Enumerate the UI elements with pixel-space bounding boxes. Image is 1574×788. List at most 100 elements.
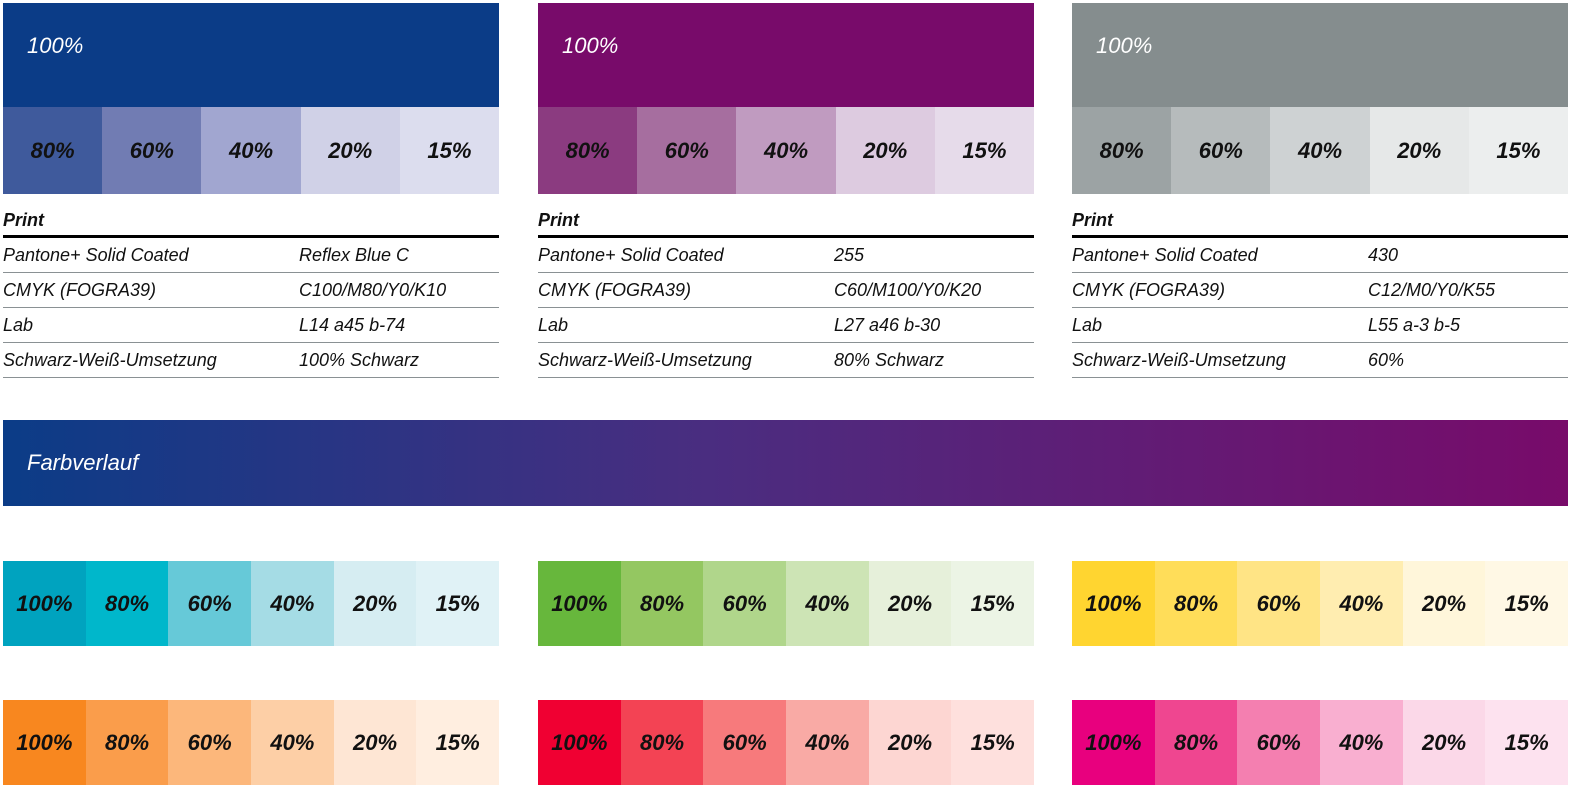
- tint-swatch: 40%: [1270, 107, 1370, 194]
- tint-swatch: 60%: [1171, 107, 1271, 194]
- spec-row: Lab L55 a-3 b-5: [1072, 308, 1568, 343]
- swatch-row-pink: 100% 80% 60% 40% 20% 15%: [1072, 700, 1569, 785]
- tint-swatch: 15%: [934, 107, 1035, 194]
- spec-row: Pantone+ Solid Coated 430: [1072, 238, 1568, 273]
- tint-swatch: 15%: [951, 700, 1035, 785]
- tint-swatch: 80%: [1154, 700, 1238, 785]
- spec-row: Lab L14 a45 b-74: [3, 308, 499, 343]
- print-heading: Print: [3, 210, 499, 238]
- swatch-label: 100%: [1096, 33, 1153, 58]
- main-swatch: 100%: [538, 3, 1034, 107]
- tint-swatch: 40%: [786, 561, 869, 646]
- tint-swatch: 80%: [620, 700, 704, 785]
- tint-swatch: 40%: [1320, 561, 1403, 646]
- tint-swatch: 40%: [736, 107, 836, 194]
- tint-swatch: 20%: [1402, 561, 1486, 646]
- tint-swatch: 15%: [1485, 700, 1569, 785]
- tint-swatch: 20%: [1402, 700, 1486, 785]
- spec-label: Pantone+ Solid Coated: [538, 244, 724, 265]
- spec-label: Schwarz-Weiß-Umsetzung: [3, 349, 217, 370]
- tint-swatch: 100%: [538, 700, 621, 785]
- tint-swatch: 20%: [868, 561, 952, 646]
- main-swatch: 100%: [1072, 3, 1568, 107]
- color-block-blue: 100% 80% 60% 40% 20% 15% Print Pantone+ Solid C…: [3, 3, 500, 378]
- spec-value: 60%: [1368, 349, 1405, 370]
- tint-swatch: 100%: [1072, 561, 1155, 646]
- swatch-row-orange: 100% 80% 60% 40% 20% 15%: [3, 700, 500, 785]
- tint-swatch: 40%: [786, 700, 869, 785]
- spec-label: CMYK (FOGRA39): [1072, 279, 1226, 300]
- tint-swatch: 20%: [835, 107, 935, 194]
- tint-swatch: 15%: [1468, 107, 1569, 194]
- spec-label: Schwarz-Weiß-Umsetzung: [538, 349, 752, 370]
- tint-swatch: 60%: [168, 700, 252, 785]
- tint-swatch: 80%: [538, 107, 638, 194]
- swatch-label: 100%: [27, 33, 84, 58]
- tint-swatch: 80%: [3, 107, 103, 194]
- tint-swatch: 80%: [85, 700, 169, 785]
- swatch-row-green: 100% 80% 60% 40% 20% 15%: [538, 561, 1035, 646]
- tint-swatch: 15%: [951, 561, 1035, 646]
- spec-row: CMYK (FOGRA39) C60/M100/Y0/K20: [538, 273, 1034, 308]
- tint-swatch: 60%: [1237, 561, 1321, 646]
- spec-row: CMYK (FOGRA39) C100/M80/Y0/K10: [3, 273, 499, 308]
- spec-label: Lab: [1072, 314, 1103, 335]
- tint-swatch: 80%: [620, 561, 704, 646]
- tint-swatch: 15%: [1485, 561, 1569, 646]
- spec-row: Lab L27 a46 b-30: [538, 308, 1034, 343]
- tint-swatch: 20%: [333, 700, 417, 785]
- swatch-row-red: 100% 80% 60% 40% 20% 15%: [538, 700, 1035, 785]
- spec-row: Schwarz-Weiß-Umsetzung 100% Schwarz: [3, 343, 499, 378]
- color-block-gray: 100% 80% 60% 40% 20% 15% Print Pantone+ Solid C…: [1072, 3, 1569, 378]
- spec-label: Schwarz-Weiß-Umsetzung: [1072, 349, 1286, 370]
- spec-label: CMYK (FOGRA39): [538, 279, 692, 300]
- tint-swatch: 20%: [333, 561, 417, 646]
- tint-swatch: 60%: [168, 561, 252, 646]
- spec-label: Pantone+ Solid Coated: [1072, 244, 1258, 265]
- spec-value: 80% Schwarz: [834, 349, 945, 370]
- spec-label: Lab: [3, 314, 34, 335]
- spec-row: Schwarz-Weiß-Umsetzung 60%: [1072, 343, 1568, 378]
- main-swatch: 100%: [3, 3, 499, 107]
- print-heading: Print: [538, 210, 1034, 238]
- spec-value: C100/M80/Y0/K10: [299, 279, 447, 300]
- spec-value: 100% Schwarz: [299, 349, 420, 370]
- spec-row: Pantone+ Solid Coated 255: [538, 238, 1034, 273]
- spec-value: L55 a-3 b-5: [1368, 314, 1461, 335]
- swatch-label: 100%: [562, 33, 619, 58]
- tint-swatch: 60%: [1237, 700, 1321, 785]
- tint-swatch: 80%: [1154, 561, 1238, 646]
- spec-row: Schwarz-Weiß-Umsetzung 80% Schwarz: [538, 343, 1034, 378]
- print-heading: Print: [1072, 210, 1568, 238]
- spec-value: Reflex Blue C: [299, 244, 410, 265]
- tint-swatch: 20%: [1369, 107, 1469, 194]
- tint-row: 80% 60% 40% 20% 15%: [538, 107, 1035, 194]
- gradient-label: Farbverlauf: [27, 450, 139, 475]
- tint-swatch: 80%: [1072, 107, 1172, 194]
- spec-label: Pantone+ Solid Coated: [3, 244, 189, 265]
- spec-value: C60/M100/Y0/K20: [834, 279, 982, 300]
- spec-value: L14 a45 b-74: [299, 314, 406, 335]
- tint-swatch: 60%: [703, 700, 787, 785]
- tint-swatch: 15%: [416, 561, 500, 646]
- spec-value: L27 a46 b-30: [834, 314, 941, 335]
- tint-swatch: 80%: [85, 561, 169, 646]
- color-block-purple: 100% 80% 60% 40% 20% 15% Print Pantone+ Solid C…: [538, 3, 1035, 378]
- gradient-bar: Farbverlauf: [3, 420, 1568, 506]
- tint-swatch: 100%: [3, 561, 86, 646]
- tint-swatch: 100%: [3, 700, 86, 785]
- swatch-row-yellow: 100% 80% 60% 40% 20% 15%: [1072, 561, 1569, 646]
- tint-swatch: 60%: [703, 561, 787, 646]
- tint-swatch: 60%: [102, 107, 202, 194]
- tint-swatch: 20%: [300, 107, 400, 194]
- spec-label: CMYK (FOGRA39): [3, 279, 157, 300]
- tint-row: 80% 60% 40% 20% 15%: [3, 107, 500, 194]
- tint-swatch: 15%: [399, 107, 500, 194]
- spec-row: Pantone+ Solid Coated Reflex Blue C: [3, 238, 499, 273]
- spec-value: 430: [1368, 244, 1399, 265]
- tint-swatch: 20%: [868, 700, 952, 785]
- tint-swatch: 40%: [201, 107, 301, 194]
- tint-swatch: 40%: [251, 561, 334, 646]
- spec-row: CMYK (FOGRA39) C12/M0/Y0/K55: [1072, 273, 1568, 308]
- tint-row: 80% 60% 40% 20% 15%: [1072, 107, 1569, 194]
